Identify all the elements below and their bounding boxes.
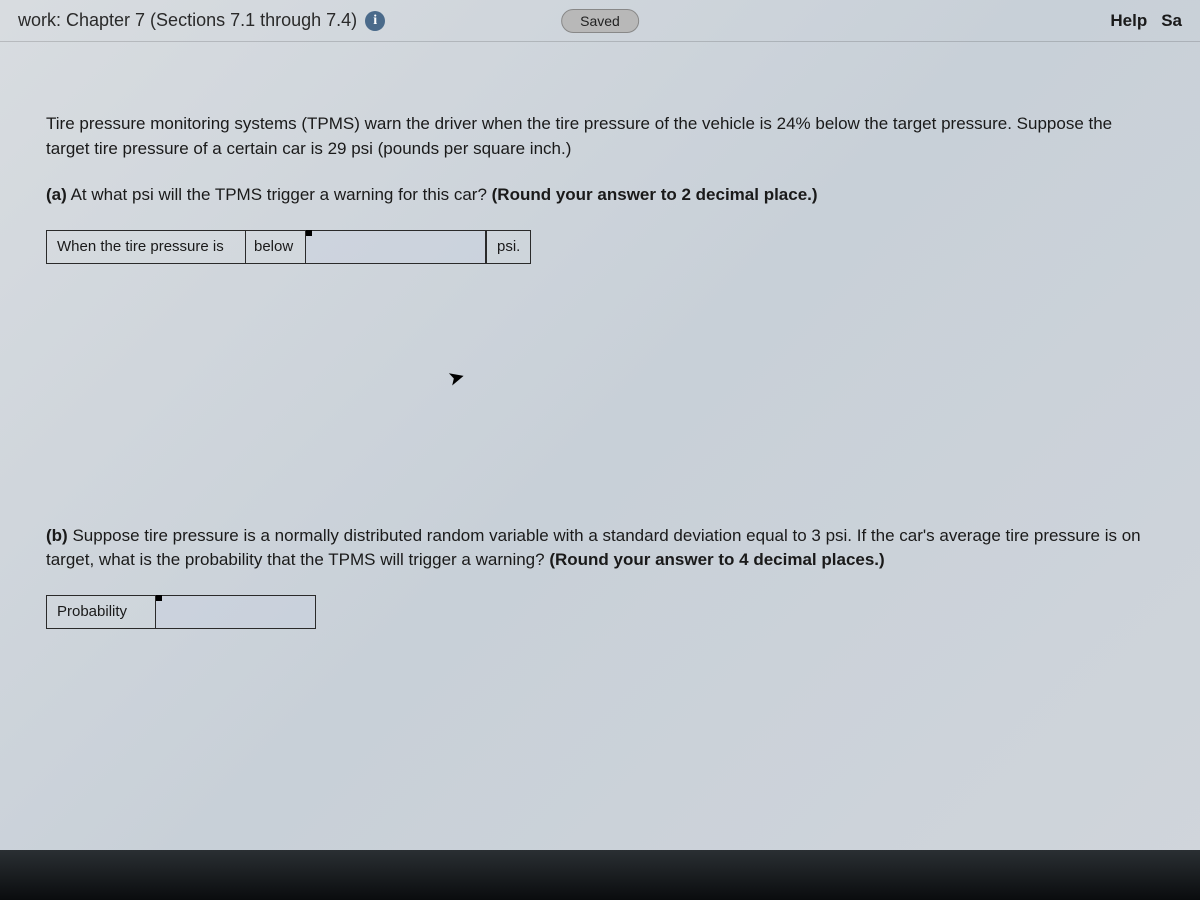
part-b-prompt: (b) Suppose tire pressure is a normally … [46, 524, 1160, 573]
part-b-input-cell[interactable] [156, 595, 316, 629]
assignment-title-wrap: work: Chapter 7 (Sections 7.1 through 7.… [18, 10, 385, 31]
part-a-answer-row: When the tire pressure is below psi. [46, 230, 1160, 264]
part-a-prefix-cell: When the tire pressure is [46, 230, 246, 264]
save-button-partial[interactable]: Sa [1161, 11, 1182, 31]
topbar: work: Chapter 7 (Sections 7.1 through 7.… [0, 0, 1200, 41]
part-b-probability-input[interactable] [156, 596, 315, 628]
info-icon[interactable]: i [365, 11, 385, 31]
question-content: Tire pressure monitoring systems (TPMS) … [0, 112, 1200, 629]
part-a-below-cell: below [246, 230, 306, 264]
part-a-unit-cell: psi. [486, 230, 531, 264]
part-a-input-cell[interactable] [306, 230, 486, 264]
part-a-hint: (Round your answer to 2 decimal place.) [492, 185, 818, 204]
part-b-answer-row: Probability [46, 595, 1160, 629]
part-b-hint: (Round your answer to 4 decimal places.) [549, 550, 884, 569]
monitor-bezel [0, 850, 1200, 900]
part-a-psi-input[interactable] [306, 231, 485, 263]
input-marker-icon [156, 595, 162, 601]
part-a-prompt: (a) At what psi will the TPMS trigger a … [46, 183, 1160, 208]
saved-pill: Saved [561, 9, 639, 33]
part-a-text: At what psi will the TPMS trigger a warn… [67, 185, 492, 204]
help-link[interactable]: Help [1110, 11, 1147, 31]
topbar-divider [0, 41, 1200, 42]
vertical-spacer [46, 264, 1160, 524]
part-b-label: (b) [46, 526, 68, 545]
part-a-label: (a) [46, 185, 67, 204]
input-marker-icon [306, 230, 312, 236]
part-b-label-cell: Probability [46, 595, 156, 629]
topbar-right: Help Sa [1110, 11, 1182, 31]
question-intro: Tire pressure monitoring systems (TPMS) … [46, 112, 1160, 161]
assignment-title: work: Chapter 7 (Sections 7.1 through 7.… [18, 10, 357, 31]
